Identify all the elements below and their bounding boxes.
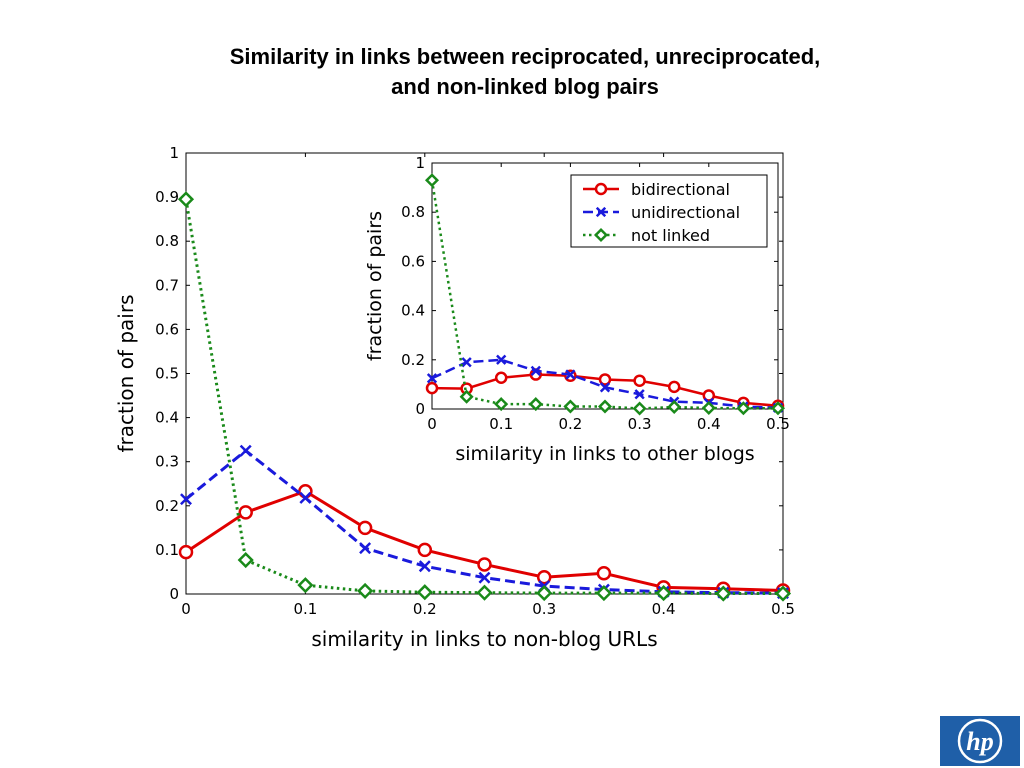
inset-data-point-bidirectional bbox=[598, 373, 612, 386]
inset-data-point-bidirectional bbox=[494, 371, 508, 385]
inset-ytick-label: 0.2 bbox=[401, 351, 425, 369]
hp-logo: hp bbox=[940, 716, 1020, 766]
slide-title: Similarity in links between reciprocated… bbox=[0, 42, 1024, 102]
main-data-point-bidirectional bbox=[536, 569, 552, 585]
inset-data-point-not-linked bbox=[736, 401, 751, 416]
inset-ytick-label: 0 bbox=[415, 400, 425, 418]
main-ytick-label: 0.5 bbox=[155, 365, 179, 383]
inset-data-point-unidirectional bbox=[461, 357, 472, 368]
main-xtick-label: 0.2 bbox=[413, 600, 437, 618]
main-data-point-bidirectional bbox=[477, 557, 492, 572]
main-xtick-label: 0 bbox=[181, 600, 191, 618]
main-data-point-not-linked bbox=[536, 585, 553, 602]
main-data-point-not-linked bbox=[655, 585, 672, 602]
inset-data-point-not-linked bbox=[563, 399, 578, 414]
hp-logo-ring bbox=[957, 718, 1003, 764]
inset-data-point-not-linked bbox=[459, 389, 474, 404]
main-data-point-unidirectional bbox=[478, 571, 491, 584]
inset-data-point-not-linked bbox=[424, 173, 440, 188]
inset-chart: 0 0.1 0.2 0.3 0.4 0.5 0 0.2 0.4 0.6 0.8 1 similarity… bbox=[364, 154, 790, 465]
legend-marker-not-linked bbox=[593, 227, 609, 243]
main-ytick-label: 0.9 bbox=[155, 188, 179, 206]
main-data-point-unidirectional bbox=[239, 444, 252, 457]
inset-x-axis-label: similarity in links to other blogs bbox=[455, 443, 754, 465]
main-ytick-label: 0.7 bbox=[155, 276, 179, 294]
hp-logo-text: hp bbox=[966, 727, 993, 756]
inset-legend: bidirectional unidirectional not linked bbox=[570, 174, 768, 248]
main-data-point-not-linked bbox=[237, 551, 254, 569]
inset-data-point-not-linked bbox=[528, 397, 543, 412]
main-x-axis-label: similarity in links to non-blog URLs bbox=[311, 627, 657, 651]
inset-data-point-unidirectional bbox=[426, 373, 438, 384]
main-ytick-label: 0.6 bbox=[155, 320, 179, 338]
inset-data-point-not-linked bbox=[770, 401, 786, 416]
main-ytick-label: 0.8 bbox=[155, 232, 179, 250]
main-data-point-unidirectional bbox=[299, 491, 312, 504]
legend-label-not-linked: not linked bbox=[631, 226, 710, 245]
main-data-point-not-linked bbox=[774, 585, 792, 602]
inset-xtick-label: 0.5 bbox=[766, 415, 790, 433]
main-ytick-label: 0.3 bbox=[155, 453, 179, 471]
legend-marker-unidirectional bbox=[595, 206, 607, 218]
inset-data-point-unidirectional bbox=[496, 354, 507, 365]
inset-xtick-label: 0.2 bbox=[558, 415, 582, 433]
slide-title-line-2: and non-linked blog pairs bbox=[391, 74, 659, 99]
inset-xtick-label: 0.1 bbox=[489, 415, 513, 433]
legend-label-bidirectional: bidirectional bbox=[631, 180, 730, 199]
legend-label-unidirectional: unidirectional bbox=[631, 203, 740, 222]
main-data-point-bidirectional bbox=[298, 483, 313, 499]
inset-data-point-unidirectional bbox=[599, 382, 611, 393]
inset-data-point-bidirectional bbox=[425, 381, 439, 395]
main-data-point-not-linked bbox=[595, 585, 612, 602]
main-xtick-label: 0.5 bbox=[771, 600, 795, 618]
main-ytick-label: 0.4 bbox=[155, 409, 179, 427]
main-series-line-not-linked bbox=[184, 199, 783, 596]
main-data-point-not-linked bbox=[476, 584, 493, 601]
inset-data-point-bidirectional bbox=[702, 389, 716, 402]
main-xtick-label: 0.3 bbox=[532, 600, 556, 618]
main-data-point-unidirectional bbox=[359, 542, 372, 555]
main-y-axis-label: fraction of pairs bbox=[114, 295, 138, 453]
main-data-point-bidirectional bbox=[178, 544, 194, 560]
main-data-point-unidirectional bbox=[180, 493, 192, 506]
main-data-point-not-linked bbox=[357, 582, 374, 599]
inset-ytick-label: 1 bbox=[415, 154, 425, 172]
hp-logo-background bbox=[940, 716, 1020, 766]
main-data-point-bidirectional bbox=[238, 505, 253, 520]
inset-data-point-bidirectional bbox=[667, 380, 681, 394]
inset-xtick-label: 0.3 bbox=[628, 415, 652, 433]
inset-data-point-bidirectional bbox=[633, 374, 646, 387]
inset-ytick-label: 0.6 bbox=[401, 252, 425, 270]
legend-marker-bidirectional bbox=[594, 182, 608, 196]
inset-data-point-unidirectional bbox=[634, 389, 645, 400]
main-data-point-not-linked bbox=[297, 577, 314, 594]
inset-data-point-not-linked bbox=[667, 400, 682, 415]
slide-title-line-1: Similarity in links between reciprocated… bbox=[229, 44, 821, 69]
inset-data-point-not-linked bbox=[597, 399, 613, 414]
main-data-point-unidirectional bbox=[418, 560, 431, 573]
inset-ytick-label: 0.4 bbox=[401, 302, 425, 320]
main-ytick-label: 0 bbox=[169, 585, 179, 603]
main-xtick-label: 0.4 bbox=[652, 600, 676, 618]
inset-xtick-label: 0.4 bbox=[697, 415, 721, 433]
main-data-point-not-linked bbox=[177, 191, 195, 208]
inset-data-point-unidirectional bbox=[530, 365, 541, 377]
inset-y-axis-label: fraction of pairs bbox=[364, 211, 386, 361]
inset-xtick-label: 0 bbox=[427, 415, 437, 433]
main-ytick-label: 0.2 bbox=[155, 497, 179, 515]
main-data-point-not-linked bbox=[416, 584, 433, 601]
main-xtick-label: 0.1 bbox=[293, 600, 317, 618]
inset-data-point-not-linked bbox=[494, 397, 509, 412]
inset-ytick-label: 0.8 bbox=[401, 203, 425, 221]
main-ytick-label: 1 bbox=[169, 144, 179, 162]
main-data-point-bidirectional bbox=[357, 520, 373, 536]
main-data-point-not-linked bbox=[715, 585, 732, 602]
inset-data-point-unidirectional bbox=[565, 369, 576, 380]
main-ytick-label: 0.1 bbox=[155, 541, 179, 559]
main-data-point-bidirectional bbox=[596, 566, 612, 581]
inset-data-point-not-linked bbox=[701, 400, 716, 416]
inset-data-point-not-linked bbox=[632, 401, 647, 416]
main-data-point-bidirectional bbox=[417, 542, 433, 558]
